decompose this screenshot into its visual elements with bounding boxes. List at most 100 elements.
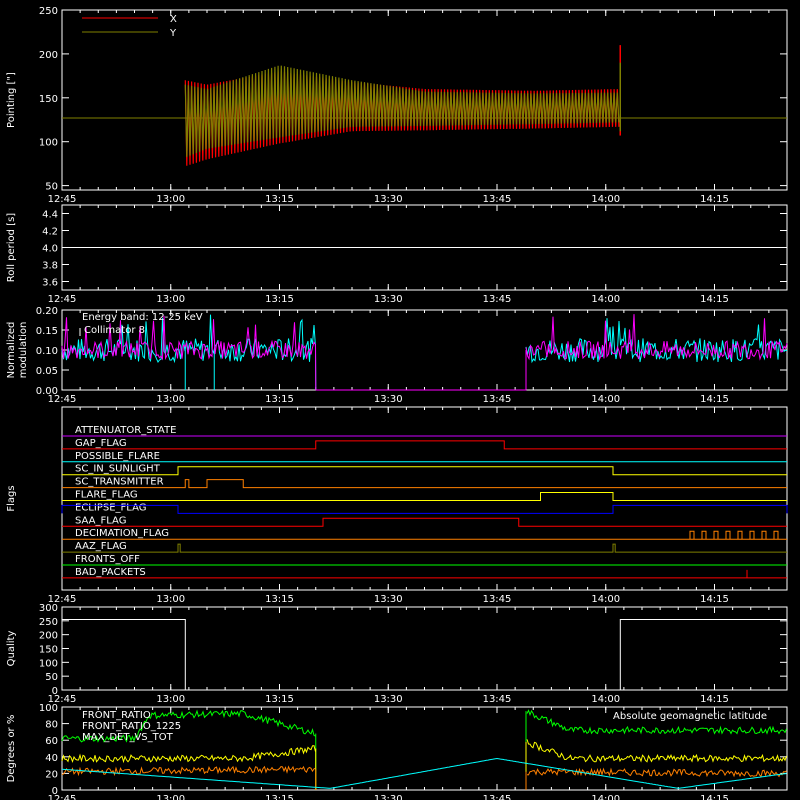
y-tick-label: 50 (45, 182, 58, 193)
y-tick-label: 0.10 (36, 346, 58, 357)
x-tick-label: 13:30 (374, 694, 403, 705)
flag-trace-saa_flag (62, 517, 787, 527)
y-tick-label: 250 (39, 6, 58, 17)
y-tick-label: 200 (39, 50, 58, 61)
y-tick-label: 60 (45, 736, 58, 747)
legend-label-front-ratio: FRONT_RATIO (82, 710, 151, 721)
x-tick-label: 13:15 (265, 594, 294, 605)
flag-pulse (713, 530, 719, 540)
flag-trace-flare_flag (62, 492, 787, 501)
y-tick-label: 0 (52, 686, 58, 697)
flag-label: DECIMATION_FLAG (75, 528, 169, 539)
x-tick-label: 13:30 (374, 394, 403, 405)
legend-label-geomagnetic: Absolute geomagnetic latitude (613, 711, 767, 722)
y-tick-label: 150 (39, 94, 58, 105)
ratio-series-1 (61, 739, 787, 764)
x-tick-label: 14:15 (700, 594, 729, 605)
flag-trace-sc_in_sunlight (62, 466, 787, 476)
y-tick-label: 80 (45, 720, 58, 731)
x-tick-label: 14:00 (591, 294, 620, 305)
y-tick-label: 100 (39, 138, 58, 149)
flag-pulse (761, 530, 767, 540)
y-axis-label: Normalized (6, 322, 17, 379)
x-tick-label: 14:00 (591, 594, 620, 605)
y-tick-label: 300 (39, 603, 58, 614)
x-tick-label: 13:45 (483, 194, 512, 205)
flag-trace-gap_flag (62, 440, 787, 450)
y-axis-label: Degrees or % (6, 715, 17, 783)
y-tick-label: 4.2 (42, 227, 58, 238)
x-tick-label: 12:45 (48, 294, 77, 305)
x-tick-label: 13:45 (483, 294, 512, 305)
x-tick-label: 12:45 (48, 694, 77, 705)
y-axis-label: Roll period [s] (6, 213, 17, 282)
flag-trace-sc_transmitter (62, 479, 787, 489)
y-axis-label: modulation (18, 322, 29, 379)
flag-label: SAA_FLAG (75, 515, 126, 526)
legend-label-max-det: MAX_DET_VS_TOT (82, 732, 174, 743)
y-tick-label: 4.4 (42, 210, 58, 221)
flag-label: FRONTS_OFF (75, 554, 140, 565)
flag-pulse (737, 530, 743, 540)
x-tick-label: 13:00 (156, 794, 185, 800)
flag-pulse (701, 530, 707, 540)
y-tick-label: 50 (45, 672, 58, 683)
y-tick-label: 200 (39, 631, 58, 642)
y-tick-label: 0.00 (36, 386, 58, 397)
x-tick-label: 13:45 (483, 594, 512, 605)
x-tick-label: 14:15 (700, 694, 729, 705)
x-tick-label: 13:00 (156, 694, 185, 705)
flag-label: ATTENUATOR_STATE (75, 425, 176, 436)
flag-label: SC_IN_SUNLIGHT (75, 464, 161, 475)
ratio-series-3 (61, 757, 787, 789)
flag-pulse (749, 530, 755, 540)
x-tick-label: 13:45 (483, 794, 512, 800)
y-axis-label: Flags (6, 485, 17, 511)
x-tick-label: 14:15 (700, 794, 729, 800)
plot-layer: 12:45 13:00 13:15 13:30 13:45 14:00 14:15 12:45… (6, 6, 788, 800)
x-tick-label: 13:15 (265, 794, 294, 800)
y-tick-label: 0 (52, 786, 58, 797)
x-tick-label: 13:15 (265, 194, 294, 205)
flag-label: BAD_PACKETS (75, 567, 146, 578)
flag-label: GAP_FLAG (75, 438, 127, 449)
flag-pulse (689, 530, 695, 540)
x-tick-label: 13:30 (374, 294, 403, 305)
y-tick-label: 150 (39, 645, 58, 656)
flag-trace-eclipse_flag (61, 504, 788, 514)
annotation-collimator: Collimator 8 (84, 325, 145, 336)
y-tick-label: 100 (39, 658, 58, 669)
modulation-series-magenta (61, 314, 788, 391)
x-tick-label: 13:00 (156, 594, 185, 605)
y-tick-label: 0.20 (36, 306, 58, 317)
y-axis-label: Quality (6, 631, 17, 667)
x-tick-label: 13:15 (265, 394, 294, 405)
annotation-energy-band: Energy band: 12-25 keV (82, 312, 203, 323)
legend-label-x: X (170, 14, 177, 25)
quality-line (62, 619, 787, 691)
x-tick-label: 13:30 (374, 794, 403, 800)
flag-label: SC_TRANSMITTER (75, 477, 164, 488)
x-tick-label: 12:45 (48, 794, 77, 800)
x-tick-label: 14:00 (591, 194, 620, 205)
legend-label-y: Y (169, 28, 177, 39)
flag-pulse (773, 530, 779, 540)
flag-label: AAZ_FLAG (75, 541, 127, 552)
y-tick-label: 3.8 (42, 261, 58, 272)
flag-trace-aaz_flag (62, 543, 787, 553)
x-tick-label: 12:45 (48, 194, 77, 205)
x-tick-label: 14:00 (591, 394, 620, 405)
x-tick-label: 13:00 (156, 394, 185, 405)
y-tick-label: 3.6 (42, 278, 58, 289)
y-tick-label: 40 (45, 753, 58, 764)
x-tick-label: 14:15 (700, 394, 729, 405)
flag-label: FLARE_FLAG (75, 490, 138, 501)
x-tick-label: 14:00 (591, 794, 620, 800)
x-tick-label: 14:15 (700, 194, 729, 205)
y-tick-label: 4.0 (42, 244, 58, 255)
modulation-gap-line (315, 350, 527, 391)
y-tick-label: 250 (39, 617, 58, 628)
ratio-series-0 (61, 709, 787, 743)
y-axis-label: Pointing ["] (6, 72, 17, 128)
